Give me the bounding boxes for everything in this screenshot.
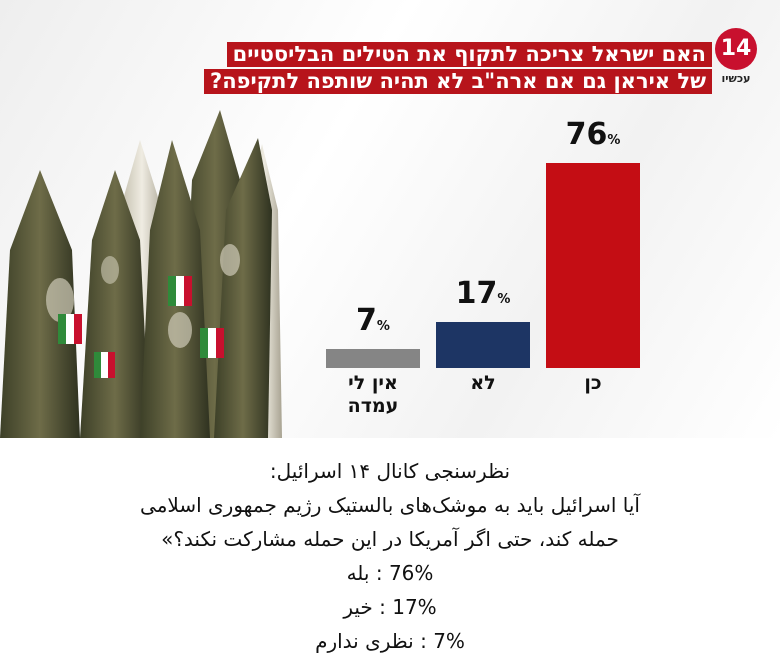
category-label-line: כן (584, 372, 602, 394)
category-label-line: אין לי (348, 372, 398, 394)
caption-line-6: 7% : نظری ندارم (315, 629, 465, 653)
bar-value-unit-0: % (376, 319, 390, 334)
bar-1 (436, 322, 530, 368)
chart-title: האם ישראל צריכה לתקוף את הטילים הבליסטיי… (192, 42, 712, 96)
bar-value-label-0: 7% (326, 303, 420, 338)
persian-caption: نظرسنجی کانال ۱۴ اسرائیل: آیا اسرائیل با… (0, 438, 780, 658)
title-line-2: של איראן גם אם ארה"ב לא תהיה שותפה לתקיפ… (204, 69, 712, 94)
bar-value-unit-1: % (497, 292, 511, 307)
bar-2 (546, 163, 640, 368)
bar-value-number-2: 76 (565, 117, 608, 152)
category-label-2: כן (546, 372, 640, 395)
category-label-0: אין לי עמדה (326, 372, 420, 418)
infographic-card: 14 עכשיו האם ישראל צריכה לתקוף את הטילים… (0, 0, 780, 438)
category-label-line: עמדה (347, 395, 399, 417)
missiles-image (0, 110, 282, 438)
bar-value-unit-2: % (607, 133, 621, 148)
category-label-line: לא (470, 372, 496, 394)
bar-0 (326, 349, 420, 368)
title-line-1: האם ישראל צריכה לתקוף את הטילים הבליסטיי… (226, 42, 712, 67)
logo-number: 14 (715, 28, 757, 70)
caption-line-5: 17% : خیر (343, 595, 437, 619)
logo-caption: עכשיו (721, 72, 751, 85)
bar-value-label-2: 76% (546, 117, 640, 152)
bar-value-number-0: 7 (356, 303, 377, 338)
channel-logo: 14 עכשיו (712, 28, 760, 85)
bar-value-label-1: 17% (436, 276, 530, 311)
caption-line-1: نظرسنجی کانال ۱۴ اسرائیل: (269, 459, 511, 483)
caption-line-4: 76% : بله (346, 561, 434, 585)
bar-value-number-1: 17 (455, 276, 498, 311)
category-label-1: לא (436, 372, 530, 395)
caption-line-2: آیا اسرائیل باید به موشک‌های بالستیک رژی… (140, 493, 640, 517)
caption-line-3: حمله کند، حتی اگر آمریکا در این حمله مشا… (161, 527, 619, 551)
